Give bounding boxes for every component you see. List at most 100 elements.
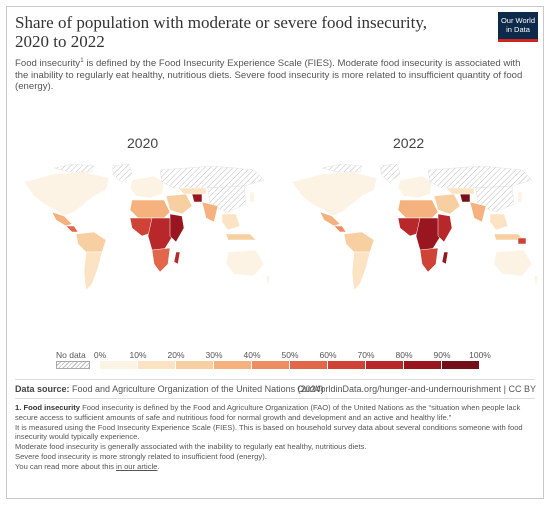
- region-central-america[interactable]: [333, 225, 347, 233]
- region-new-zealand[interactable]: [533, 275, 539, 287]
- legend-bin-5[interactable]: [290, 361, 328, 369]
- legend-tick-label: 100%: [469, 350, 491, 360]
- region-china[interactable]: [207, 185, 247, 213]
- world-map-2022[interactable]: [282, 160, 540, 300]
- region-mexico[interactable]: [51, 211, 73, 227]
- region-north-africa[interactable]: [129, 199, 171, 219]
- source-label: Data source:: [15, 384, 70, 394]
- region-southeast-asia[interactable]: [221, 213, 241, 231]
- region-mexico[interactable]: [319, 211, 341, 227]
- color-legend: No data 0% 10% 20% 30% 40% 50% 60% 70% 80% 90% 100…: [56, 350, 491, 381]
- region-southern-africa[interactable]: [151, 247, 171, 273]
- legend-tick-label: 0%: [93, 350, 107, 360]
- region-canada-north[interactable]: [321, 163, 363, 173]
- legend-bin-1[interactable]: [138, 361, 176, 369]
- legend-tick-label: 20%: [167, 350, 185, 360]
- legend-bin-7[interactable]: [366, 361, 404, 369]
- region-greenland[interactable]: [111, 163, 133, 183]
- region-russia[interactable]: [159, 165, 265, 189]
- region-south-america-north[interactable]: [343, 231, 375, 253]
- note-5-end: .: [157, 461, 160, 471]
- legend-bin-2[interactable]: [176, 361, 214, 369]
- region-north-america[interactable]: [23, 171, 110, 217]
- region-europe[interactable]: [397, 175, 433, 199]
- chart-subtitle: Food insecurity1 is defined by the Food …: [15, 55, 530, 93]
- notes-divider: [15, 398, 535, 399]
- legend-tick-label: 40%: [243, 350, 261, 360]
- region-east-africa[interactable]: [169, 213, 185, 243]
- region-west-africa[interactable]: [397, 217, 423, 237]
- data-source: Data source: Food and Agriculture Organi…: [15, 384, 324, 394]
- region-canada-north[interactable]: [53, 163, 95, 173]
- legend-tick-label: 90%: [433, 350, 451, 360]
- legend-bin-9[interactable]: [442, 361, 480, 369]
- legend-bin-0[interactable]: [100, 361, 138, 369]
- legend-bin-6[interactable]: [328, 361, 366, 369]
- region-south-america-south[interactable]: [83, 251, 103, 291]
- note-5-text: You can read more about this: [15, 461, 117, 471]
- note-3: Moderate food insecurity is generally as…: [15, 442, 367, 452]
- note-4: Severe food insecurity is more strongly …: [15, 451, 267, 461]
- region-south-asia[interactable]: [201, 201, 219, 223]
- region-europe[interactable]: [129, 175, 165, 199]
- region-south-america-north[interactable]: [75, 231, 107, 253]
- region-afghanistan[interactable]: [191, 193, 203, 203]
- region-south-america-south[interactable]: [351, 251, 371, 291]
- legend-tick-label: 10%: [129, 350, 147, 360]
- logo-line-1: Our World: [500, 16, 536, 25]
- region-north-africa[interactable]: [397, 199, 439, 219]
- footnote-ref[interactable]: 1: [80, 57, 84, 64]
- region-indonesia[interactable]: [225, 233, 257, 241]
- region-middle-east[interactable]: [165, 193, 193, 215]
- region-north-america[interactable]: [291, 171, 378, 217]
- region-afghanistan[interactable]: [459, 193, 471, 203]
- region-east-africa[interactable]: [437, 213, 453, 243]
- region-central-asia[interactable]: [177, 187, 207, 195]
- map-year-2022: 2022: [393, 135, 425, 151]
- region-middle-east[interactable]: [433, 193, 461, 215]
- region-russia[interactable]: [427, 165, 533, 189]
- legend-tick-label: 50%: [281, 350, 299, 360]
- region-new-zealand[interactable]: [265, 275, 271, 287]
- legend-tick-label: 60%: [319, 350, 337, 360]
- region-central-america[interactable]: [65, 225, 79, 233]
- subtitle-rest: is defined by the Food Insecurity Experi…: [15, 58, 523, 93]
- legend-tick-label: 30%: [205, 350, 223, 360]
- region-japan[interactable]: [249, 191, 255, 203]
- owid-logo[interactable]: Our World in Data: [498, 12, 538, 42]
- map-year-2020: 2020: [127, 135, 159, 151]
- article-link[interactable]: in our article: [116, 461, 158, 471]
- region-southern-africa[interactable]: [419, 247, 439, 273]
- note-1-text: Food insecurity is defined by the Food a…: [15, 403, 521, 422]
- subtitle-start: Food insecurity: [15, 58, 81, 70]
- note-1-label: 1. Food insecurity: [15, 403, 80, 412]
- footnotes: 1. Food insecurity Food insecurity is de…: [15, 403, 530, 472]
- legend-no-data-swatch[interactable]: [56, 361, 90, 369]
- region-australia[interactable]: [225, 249, 265, 277]
- legend-tick-label: 80%: [395, 350, 413, 360]
- legend-bin-8[interactable]: [404, 361, 442, 369]
- note-5: You can read more about this in our arti…: [15, 462, 530, 472]
- region-south-asia[interactable]: [469, 201, 487, 223]
- region-west-africa[interactable]: [129, 217, 155, 237]
- legend-no-data-label: No data: [56, 350, 86, 360]
- region-greenland[interactable]: [379, 163, 401, 183]
- legend-tick-label: 70%: [357, 350, 375, 360]
- source-text: Food and Agriculture Organization of the…: [69, 384, 324, 394]
- legend-bin-4[interactable]: [252, 361, 290, 369]
- region-southeast-asia[interactable]: [489, 213, 509, 231]
- region-madagascar[interactable]: [173, 251, 181, 265]
- region-japan[interactable]: [517, 191, 523, 203]
- region-china[interactable]: [475, 185, 515, 213]
- region-central-asia[interactable]: [445, 187, 475, 195]
- legend-bin-3[interactable]: [214, 361, 252, 369]
- source-url[interactable]: OurWorldinData.org/hunger-and-undernouri…: [297, 384, 536, 394]
- region-papua-new-guinea[interactable]: [517, 237, 527, 245]
- region-australia[interactable]: [493, 249, 533, 277]
- logo-line-2: in Data: [506, 24, 530, 34]
- chart-title: Share of population with moderate or sev…: [15, 13, 427, 51]
- region-madagascar[interactable]: [441, 251, 449, 265]
- note-2: It is measured using the Food Insecurity…: [15, 422, 523, 442]
- world-map-2020[interactable]: [14, 160, 272, 300]
- legend-bins: [100, 361, 480, 369]
